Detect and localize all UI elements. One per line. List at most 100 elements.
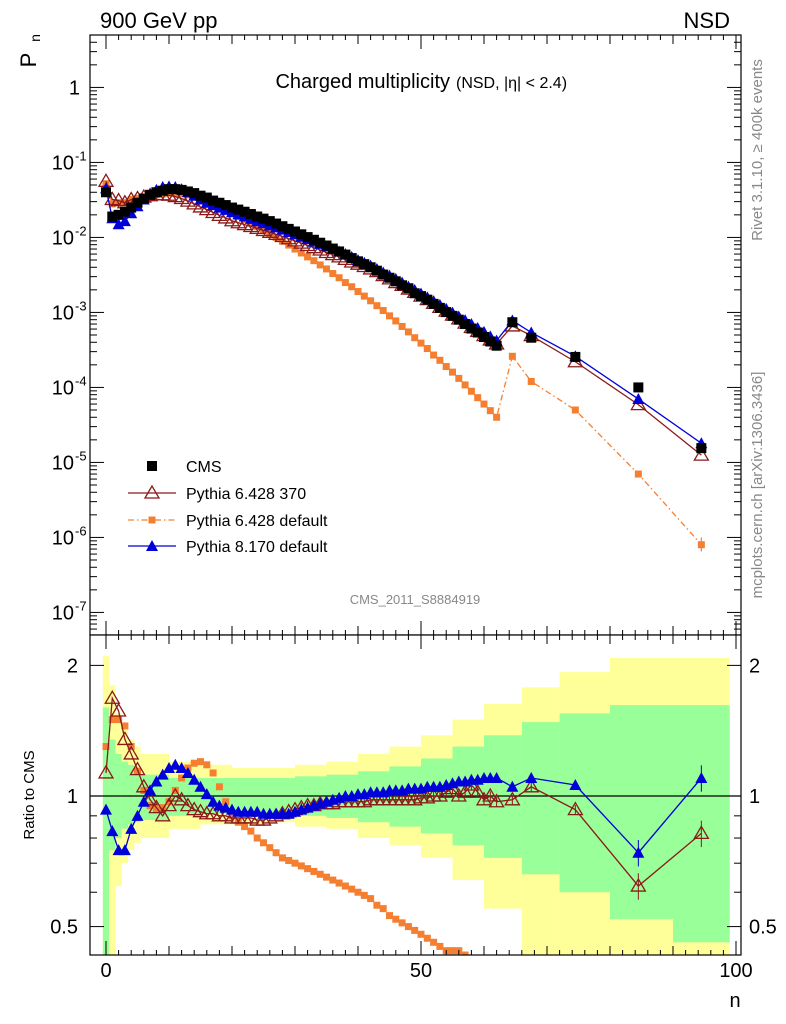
p6_default-ratio-point (178, 774, 186, 782)
cms-point (170, 184, 181, 195)
chart-subtitle: (NSD, |η| < 2.4) (456, 75, 567, 92)
p6_default-point (310, 257, 318, 265)
p6_default-point (404, 328, 412, 336)
p6_370-ratio-point (129, 761, 146, 776)
p8_default-ratio-point (144, 784, 157, 796)
p6_default-ratio-point (165, 798, 173, 806)
legend-item-cms: CMS (147, 459, 222, 476)
p6_370-ratio-point (141, 791, 159, 806)
p8_default-point (118, 215, 131, 227)
p6_default-ratio-point (449, 947, 456, 955)
legend-label: CMS (186, 459, 222, 476)
cms-point (485, 336, 496, 347)
p8_default-ratio-point (156, 768, 169, 780)
cms-point (182, 186, 193, 197)
cms-point (390, 276, 401, 287)
p6_default-point (316, 261, 324, 269)
p6_370-ratio-point (123, 745, 140, 760)
x-tick-label: 0 (100, 960, 111, 982)
cms-point (132, 197, 143, 208)
cms-point (321, 240, 332, 251)
p8_default-ratio-point (100, 803, 112, 815)
p6_default-ratio-point (335, 879, 343, 887)
main-y-tick-label: 10 -1 (52, 148, 87, 174)
cms-point (151, 187, 162, 198)
legend-item-p6_370: Pythia 6.428 370 (128, 484, 306, 503)
main-y-tick-exponent: -1 (75, 148, 87, 163)
cms-point (258, 213, 269, 224)
p8_default-ratio-point (181, 766, 194, 778)
p6_default-point (461, 381, 469, 389)
p6_default-point (329, 270, 337, 278)
legend-label: Pythia 8.170 default (186, 539, 328, 556)
p6_370-ratio-point (431, 787, 449, 802)
y-axis-label: P (16, 53, 41, 68)
p6_default-ratio-point (379, 905, 387, 913)
cms-point (113, 209, 124, 220)
cms-point (460, 319, 471, 330)
cms-point (252, 211, 263, 222)
main-y-tick-exponent: -5 (75, 448, 87, 463)
p8_default-point (112, 218, 125, 230)
cms-point (346, 253, 357, 264)
p8_default-ratio-point (163, 762, 175, 774)
ratio-y-tick-label: 1 (67, 786, 78, 808)
cms-point (453, 314, 464, 325)
ratio-y-tick-label-right: 0.5 (749, 917, 777, 939)
x-axis-label: n (729, 990, 740, 1012)
cms-point (315, 237, 326, 248)
p6_default-ratio-point (102, 743, 110, 751)
cms-point (472, 327, 483, 338)
p6_370-ratio-point (504, 791, 521, 806)
cms-point (570, 351, 581, 362)
cms-point (176, 184, 187, 195)
p6_default-point (354, 288, 362, 296)
p6_default-ratio-point (354, 888, 362, 896)
p6_default-point (373, 302, 381, 310)
p6_370-point (173, 190, 190, 205)
p6_default-ratio-point (341, 882, 349, 890)
p6_370-ratio-point (406, 791, 423, 806)
cms-point (220, 200, 231, 211)
cms-point (227, 202, 237, 213)
main-y-tick-base: 1 (69, 77, 80, 99)
legend-label: Pythia 6.428 default (186, 513, 328, 530)
p6_default-ratio-point (430, 938, 438, 946)
uncertainty-band-inner (109, 739, 116, 851)
cms-point (466, 323, 477, 334)
p6_default-ratio-point (121, 722, 129, 730)
p8_default-ratio-point (175, 762, 188, 774)
x-tick-label: 100 (719, 960, 752, 982)
legend-marker (143, 484, 161, 499)
p6_default-ratio-point (367, 895, 375, 903)
p6_default-point (423, 345, 431, 353)
uncertainty-band-inner (121, 761, 129, 829)
cms-point (208, 195, 219, 206)
p6_default-point (392, 317, 400, 325)
p6_default-point (341, 279, 349, 287)
p6_370-ratio-point (160, 797, 178, 812)
p6_370-ratio-point (255, 811, 272, 826)
p6_default-point (386, 312, 393, 320)
main-panel: 10 -710 -610 -510 -410 -310 -210 -11 (52, 34, 742, 636)
p6_default-point (291, 245, 299, 253)
p8_default-ratio-point (106, 825, 119, 837)
p6_default-point (480, 400, 488, 408)
p6_default-ratio-point (436, 942, 444, 950)
uncertainty-band-inner (128, 764, 135, 825)
cms-point (353, 256, 363, 267)
cms-point (491, 340, 502, 351)
chart-watermark: CMS_2011_S8884919 (350, 592, 481, 607)
p6_default-ratio-point (171, 786, 179, 794)
p6_370-ratio-point (97, 764, 115, 779)
p6_370-ratio-point (469, 783, 486, 798)
main-y-tick-exponent: -3 (75, 298, 87, 313)
cms-point (441, 307, 452, 318)
p8_default-ratio-point (137, 795, 150, 807)
cms-point (507, 317, 518, 328)
chart-title: Charged multiplicity (275, 71, 450, 93)
p6_370-ratio-point (116, 731, 134, 746)
p6_default-ratio-point (272, 849, 280, 857)
cms-point (302, 232, 313, 243)
main-y-tick-base: 10 (52, 227, 74, 249)
